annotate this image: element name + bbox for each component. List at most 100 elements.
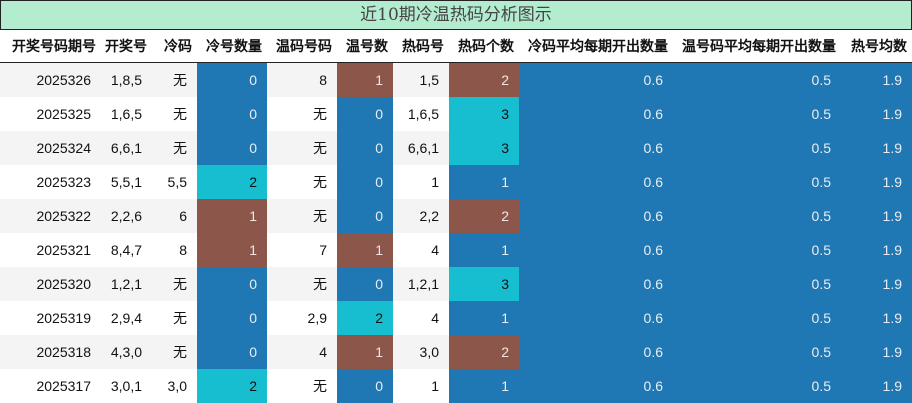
cell-warm-count: 0 xyxy=(337,199,393,233)
header-cold: 冷码 xyxy=(152,30,197,63)
cell-cold: 无 xyxy=(152,301,197,335)
cell-warm-count: 0 xyxy=(337,267,393,301)
cell-hot-avg: 1.9 xyxy=(841,369,912,403)
cell-warm-count: 0 xyxy=(337,131,393,165)
header-period: 开奖号码期号 xyxy=(0,30,101,63)
cell-numbers: 2,9,4 xyxy=(101,301,152,335)
cell-cold-avg: 0.6 xyxy=(519,199,673,233)
cell-warm-avg: 0.5 xyxy=(673,97,841,131)
cell-warm-count: 1 xyxy=(337,335,393,369)
cell-cold: 无 xyxy=(152,131,197,165)
table-title: 近10期冷温热码分析图示 xyxy=(0,0,912,30)
cell-warm-avg: 0.5 xyxy=(673,165,841,199)
cell-cold: 8 xyxy=(152,233,197,267)
cell-period: 2025323 xyxy=(0,165,101,199)
cell-hot-count: 3 xyxy=(449,131,519,165)
cell-warm: 2,9 xyxy=(267,301,337,335)
cell-period: 2025321 xyxy=(0,233,101,267)
cell-hot: 3,0 xyxy=(393,335,449,369)
cell-hot-count: 2 xyxy=(449,199,519,233)
header-warm: 温码号码 xyxy=(267,30,337,63)
cell-warm-avg: 0.5 xyxy=(673,301,841,335)
cell-warm: 无 xyxy=(267,369,337,403)
cell-period: 2025326 xyxy=(0,63,101,98)
header-numbers: 开奖号 xyxy=(101,30,152,63)
header-hot: 热码号 xyxy=(393,30,449,63)
cell-warm-avg: 0.5 xyxy=(673,335,841,369)
cell-cold-count: 0 xyxy=(197,335,267,369)
cell-hot: 4 xyxy=(393,301,449,335)
cell-warm: 8 xyxy=(267,63,337,98)
cell-cold-count: 0 xyxy=(197,267,267,301)
cell-warm-count: 0 xyxy=(337,97,393,131)
cell-warm-avg: 0.5 xyxy=(673,199,841,233)
analysis-table: 开奖号码期号开奖号冷码冷号数量温码号码温号数热码号热码个数冷码平均每期开出数量温… xyxy=(0,30,912,403)
cell-warm: 无 xyxy=(267,267,337,301)
cell-hot-avg: 1.9 xyxy=(841,335,912,369)
cell-cold-avg: 0.6 xyxy=(519,131,673,165)
header-cold-avg: 冷码平均每期开出数量 xyxy=(519,30,673,63)
cell-cold: 无 xyxy=(152,335,197,369)
cell-cold: 5,5 xyxy=(152,165,197,199)
cell-period: 2025322 xyxy=(0,199,101,233)
cell-cold: 无 xyxy=(152,63,197,98)
cell-warm-avg: 0.5 xyxy=(673,267,841,301)
cell-cold: 无 xyxy=(152,97,197,131)
cell-cold-avg: 0.6 xyxy=(519,267,673,301)
cell-cold-count: 1 xyxy=(197,233,267,267)
cell-hot-avg: 1.9 xyxy=(841,301,912,335)
cell-warm: 无 xyxy=(267,165,337,199)
cell-hot: 1 xyxy=(393,165,449,199)
cell-cold-count: 1 xyxy=(197,199,267,233)
cell-cold-avg: 0.6 xyxy=(519,233,673,267)
cell-numbers: 3,0,1 xyxy=(101,369,152,403)
cell-cold-count: 0 xyxy=(197,97,267,131)
cell-hot-avg: 1.9 xyxy=(841,165,912,199)
header-row: 开奖号码期号开奖号冷码冷号数量温码号码温号数热码号热码个数冷码平均每期开出数量温… xyxy=(0,30,912,63)
cell-numbers: 5,5,1 xyxy=(101,165,152,199)
cell-period: 2025324 xyxy=(0,131,101,165)
cell-warm-avg: 0.5 xyxy=(673,369,841,403)
cell-hot: 1,5 xyxy=(393,63,449,98)
cell-hot-count: 3 xyxy=(449,97,519,131)
cell-cold-count: 2 xyxy=(197,165,267,199)
cell-warm-avg: 0.5 xyxy=(673,131,841,165)
cell-numbers: 1,8,5 xyxy=(101,63,152,98)
cell-hot-avg: 1.9 xyxy=(841,131,912,165)
cell-cold-count: 0 xyxy=(197,63,267,98)
cell-period: 2025320 xyxy=(0,267,101,301)
cell-cold-count: 2 xyxy=(197,369,267,403)
cell-period: 2025319 xyxy=(0,301,101,335)
cell-numbers: 4,3,0 xyxy=(101,335,152,369)
cell-numbers: 1,2,1 xyxy=(101,267,152,301)
cell-warm: 4 xyxy=(267,335,337,369)
cell-hot: 1 xyxy=(393,369,449,403)
cell-hot-avg: 1.9 xyxy=(841,233,912,267)
cell-warm-count: 1 xyxy=(337,233,393,267)
cell-numbers: 2,2,6 xyxy=(101,199,152,233)
cell-cold: 6 xyxy=(152,199,197,233)
cell-cold-avg: 0.6 xyxy=(519,335,673,369)
header-hot-count: 热码个数 xyxy=(449,30,519,63)
cell-warm-avg: 0.5 xyxy=(673,233,841,267)
cell-warm: 无 xyxy=(267,131,337,165)
cell-hot-count: 1 xyxy=(449,233,519,267)
cell-hot: 1,6,5 xyxy=(393,97,449,131)
header-warm-avg: 温号码平均每期开出数量 xyxy=(673,30,841,63)
cell-cold: 3,0 xyxy=(152,369,197,403)
cell-hot-avg: 1.9 xyxy=(841,97,912,131)
cell-warm-count: 2 xyxy=(337,301,393,335)
cell-warm: 无 xyxy=(267,97,337,131)
cell-hot-count: 2 xyxy=(449,63,519,98)
cell-cold-avg: 0.6 xyxy=(519,63,673,98)
cell-cold-avg: 0.6 xyxy=(519,369,673,403)
